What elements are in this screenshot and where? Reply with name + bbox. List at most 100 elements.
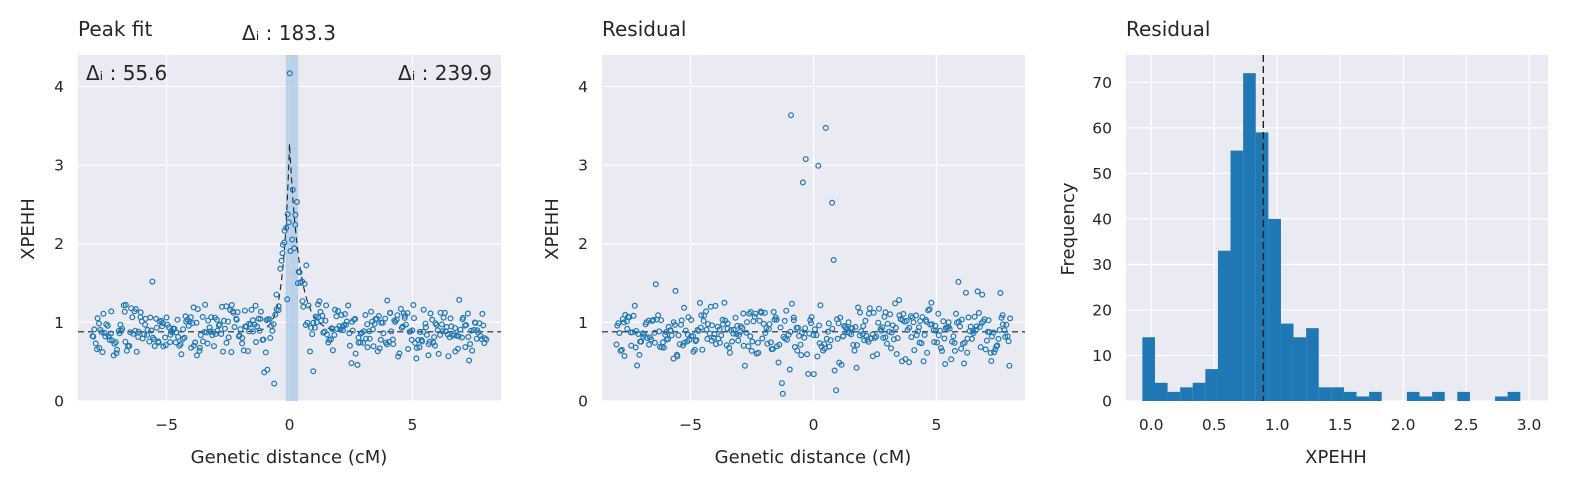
data-point xyxy=(96,345,103,352)
data-point xyxy=(338,312,345,319)
data-point xyxy=(284,296,291,303)
data-point xyxy=(688,317,695,324)
data-point xyxy=(748,347,755,354)
y-tick-label: 2 xyxy=(54,235,64,253)
data-point xyxy=(745,343,752,350)
data-point xyxy=(875,319,882,326)
data-point xyxy=(887,345,894,352)
data-point xyxy=(289,186,296,193)
plot-area xyxy=(78,55,501,402)
data-point xyxy=(983,337,990,344)
data-point xyxy=(668,332,675,339)
data-point xyxy=(1001,327,1008,334)
data-point xyxy=(452,325,459,332)
data-point xyxy=(300,303,307,310)
histogram-bars xyxy=(1142,73,1521,402)
y-tick-label: 50 xyxy=(1092,165,1112,183)
data-point xyxy=(148,327,155,334)
data-point xyxy=(357,339,364,346)
data-point xyxy=(729,338,736,345)
data-point xyxy=(631,302,638,309)
data-point xyxy=(462,344,469,351)
data-point xyxy=(951,339,958,346)
data-point xyxy=(759,335,766,342)
data-point xyxy=(794,324,801,331)
y-tick-label: 3 xyxy=(578,157,588,175)
data-point xyxy=(203,329,210,336)
data-point xyxy=(885,328,892,335)
data-point xyxy=(363,335,370,342)
histogram-bar xyxy=(1243,73,1256,402)
data-point xyxy=(239,340,246,347)
data-point xyxy=(866,305,873,312)
data-point xyxy=(457,326,464,333)
data-point xyxy=(962,289,969,296)
data-point xyxy=(175,333,182,340)
data-point xyxy=(629,329,636,336)
histogram-bar xyxy=(1268,218,1281,401)
data-point xyxy=(805,370,812,377)
data-point xyxy=(968,335,975,342)
data-point xyxy=(364,321,371,328)
data-point xyxy=(749,338,756,345)
data-point xyxy=(319,312,326,319)
data-point xyxy=(257,308,264,315)
peak-region-band xyxy=(285,55,299,401)
data-point xyxy=(838,361,845,368)
data-point xyxy=(906,324,913,331)
data-point xyxy=(618,346,625,353)
data-point xyxy=(220,348,227,355)
data-point xyxy=(865,338,872,345)
data-point xyxy=(788,300,795,307)
data-point xyxy=(961,360,968,367)
data-point xyxy=(204,340,211,347)
data-point xyxy=(799,179,806,186)
data-point xyxy=(390,341,397,348)
data-point xyxy=(834,335,841,342)
data-point xyxy=(281,227,288,234)
data-point xyxy=(309,331,316,338)
data-point xyxy=(234,309,241,316)
data-point xyxy=(301,280,308,287)
data-point xyxy=(845,319,852,326)
data-point xyxy=(322,317,329,324)
data-point xyxy=(921,332,928,339)
data-point xyxy=(977,344,984,351)
residual-scatter-title: Residual xyxy=(602,17,686,41)
data-point xyxy=(671,321,678,328)
data-point xyxy=(974,288,981,295)
data-point xyxy=(672,287,679,294)
data-point xyxy=(285,219,292,226)
data-point xyxy=(278,257,285,264)
data-point xyxy=(439,328,446,335)
data-point xyxy=(964,349,971,356)
data-point xyxy=(132,327,139,334)
data-point xyxy=(958,345,965,352)
data-point xyxy=(275,303,282,310)
data-point xyxy=(225,334,232,341)
peak-fit-panel: Peak fit Genetic distance (cM) XPEHH Δᵢ … xyxy=(18,17,501,468)
data-point xyxy=(773,316,780,323)
data-point xyxy=(262,349,269,356)
data-point xyxy=(101,329,108,336)
histogram-bar xyxy=(1205,369,1218,401)
data-point xyxy=(192,339,199,346)
data-point xyxy=(835,320,842,327)
data-point xyxy=(1005,338,1012,345)
data-point xyxy=(837,314,844,321)
data-point xyxy=(394,312,401,319)
data-point xyxy=(639,330,646,337)
data-point xyxy=(416,328,423,335)
data-point xyxy=(870,309,877,316)
residual-histogram-xlabel: XPEHH xyxy=(1305,447,1367,468)
data-point xyxy=(304,319,311,326)
data-point xyxy=(908,334,915,341)
data-point xyxy=(961,339,968,346)
data-point xyxy=(919,314,926,321)
data-point xyxy=(700,317,707,324)
data-point xyxy=(790,314,797,321)
data-point xyxy=(647,336,654,343)
data-point xyxy=(465,334,472,341)
y-tick-label: 0 xyxy=(54,393,64,411)
data-point xyxy=(756,317,763,324)
